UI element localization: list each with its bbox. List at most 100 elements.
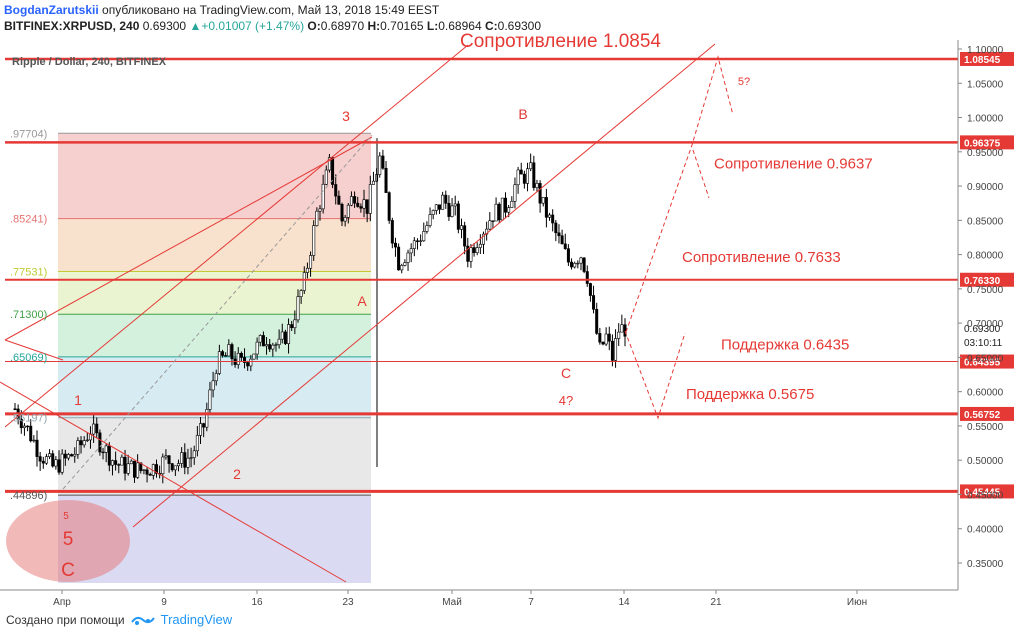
candle-body	[570, 261, 574, 268]
candle-body	[280, 331, 284, 340]
candle-body	[475, 247, 479, 254]
current-price-box	[960, 320, 1014, 349]
candle-body	[79, 440, 83, 446]
level-annotation: Поддержка 0.6435	[721, 337, 849, 354]
candle-body	[403, 262, 407, 266]
candle-body	[526, 168, 530, 184]
candle-body	[129, 460, 133, 465]
trend-line	[4, 136, 373, 341]
candle-body	[482, 233, 486, 245]
candle-body	[22, 425, 26, 429]
fib-diagonal	[62, 134, 373, 490]
candle-body	[576, 262, 580, 265]
candle-body	[441, 194, 445, 210]
candle-body	[29, 425, 33, 442]
price-tag	[960, 354, 1014, 369]
candle-body	[371, 180, 375, 185]
candle-body	[334, 184, 338, 197]
candle-body	[579, 257, 583, 264]
candle-body	[362, 199, 366, 209]
wave-label: 3	[342, 108, 350, 124]
candle-body	[117, 464, 121, 466]
y-tick-label: 1.00000	[967, 114, 1004, 125]
candle-body	[337, 195, 341, 205]
candle-body	[478, 243, 482, 248]
candle-body	[277, 338, 281, 346]
y-tick-label: 0.70000	[967, 319, 1004, 330]
x-tick-label: Апр	[53, 597, 71, 608]
candle-body	[378, 155, 382, 175]
candle-body	[554, 222, 558, 234]
candle-body	[519, 169, 523, 175]
candle-body	[463, 225, 467, 247]
price-tag	[960, 135, 1014, 150]
candle-body	[318, 208, 322, 212]
candle-body	[397, 246, 401, 271]
candle-body	[217, 351, 221, 374]
low-label: L:	[426, 19, 439, 33]
candle-body	[406, 252, 410, 263]
author-name[interactable]: BogdanZarutskii	[4, 3, 99, 17]
candle-body	[601, 341, 605, 345]
level-annotation: Поддержка 0.5675	[686, 386, 814, 403]
candle-body	[365, 199, 369, 214]
candle-body	[302, 272, 306, 291]
candle-body	[76, 440, 80, 455]
candle-body	[324, 169, 328, 185]
candle-body	[202, 423, 206, 428]
candle-body	[283, 331, 287, 344]
candle-body	[327, 157, 331, 171]
candle-body	[132, 460, 136, 478]
candle-body	[409, 248, 413, 254]
candle-body	[161, 456, 165, 475]
y-tick-label: 0.85000	[967, 216, 1004, 227]
tradingview-brand[interactable]: TradingView	[160, 612, 233, 627]
candle-body	[177, 463, 181, 467]
candle-body	[252, 353, 256, 360]
candle-body	[513, 184, 517, 202]
candle-body	[494, 203, 498, 222]
level-annotation: Сопротивление 1.0854	[460, 31, 661, 52]
candle-body	[173, 465, 177, 471]
y-tick-label: 1.10000	[967, 45, 1004, 56]
candle-body	[123, 456, 127, 474]
candle-body	[19, 418, 23, 429]
fib-band	[58, 218, 371, 272]
wave-label: C	[561, 365, 571, 381]
high-label: H:	[367, 19, 381, 33]
x-tick-label: Май	[442, 597, 462, 608]
candle-body	[32, 439, 36, 442]
candle-body	[73, 453, 77, 457]
candle-body	[180, 452, 184, 464]
trend-line	[4, 339, 64, 361]
candle-body	[92, 423, 96, 435]
candle-body	[551, 214, 555, 224]
candle-body	[437, 204, 441, 210]
candle-body	[246, 362, 250, 367]
candle-body	[393, 242, 397, 248]
candle-body	[183, 452, 187, 468]
projection-path	[624, 55, 734, 420]
candle-body	[255, 341, 259, 355]
candle-body	[63, 453, 67, 459]
y-tick-label: 0.90000	[967, 182, 1004, 193]
candle-body	[208, 389, 212, 410]
footer: Создано при помощи TradingView	[6, 612, 232, 627]
candle-body	[51, 453, 55, 467]
candle-body	[614, 338, 618, 361]
candle-body	[296, 296, 300, 321]
candle-body	[309, 255, 313, 269]
candle-body	[356, 202, 360, 207]
candle-body	[381, 155, 385, 169]
candle-body	[221, 351, 225, 356]
candle-body	[261, 335, 265, 347]
candle-body	[592, 295, 596, 310]
candle-body	[268, 344, 272, 350]
wave-label: 2	[233, 466, 241, 482]
y-tick-label: 0.55000	[967, 422, 1004, 433]
candle-body	[142, 469, 146, 471]
open-label: O:	[307, 19, 321, 33]
candle-body	[412, 240, 416, 249]
trend-line	[132, 43, 716, 528]
